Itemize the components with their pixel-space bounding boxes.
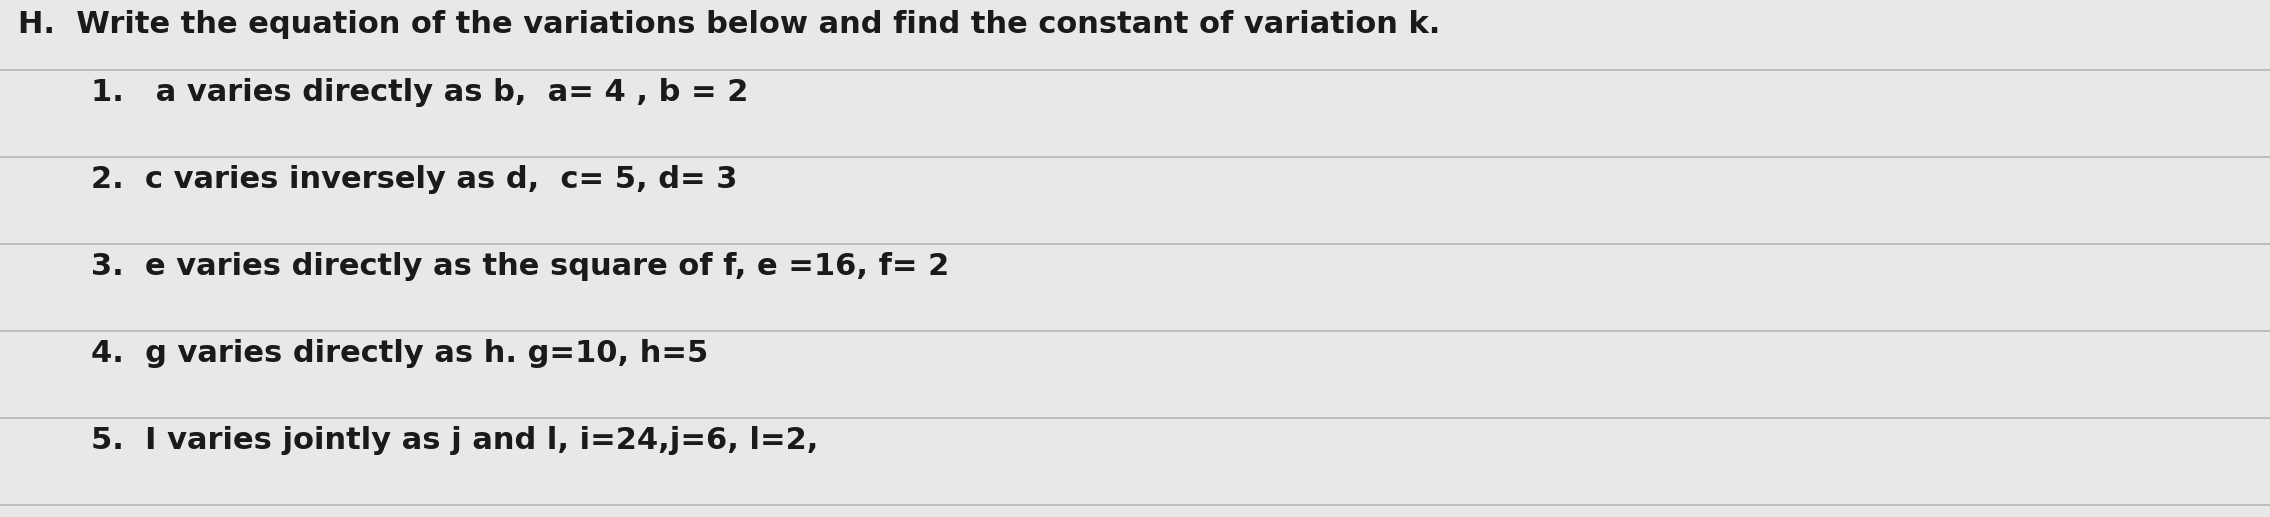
Text: 4.  g varies directly as h. g=10, h=5: 4. g varies directly as h. g=10, h=5: [91, 339, 708, 368]
Text: H.  Write the equation of the variations below and find the constant of variatio: H. Write the equation of the variations …: [18, 10, 1441, 39]
Text: 5.  I varies jointly as j and l, i=24,j=6, l=2,: 5. I varies jointly as j and l, i=24,j=6…: [91, 426, 817, 455]
Text: 1.   a varies directly as b,  a= 4 , b = 2: 1. a varies directly as b, a= 4 , b = 2: [91, 78, 749, 107]
Text: 3.  e varies directly as the square of f, e =16, f= 2: 3. e varies directly as the square of f,…: [91, 252, 949, 281]
Text: 2.  c varies inversely as d,  c= 5, d= 3: 2. c varies inversely as d, c= 5, d= 3: [91, 165, 738, 194]
